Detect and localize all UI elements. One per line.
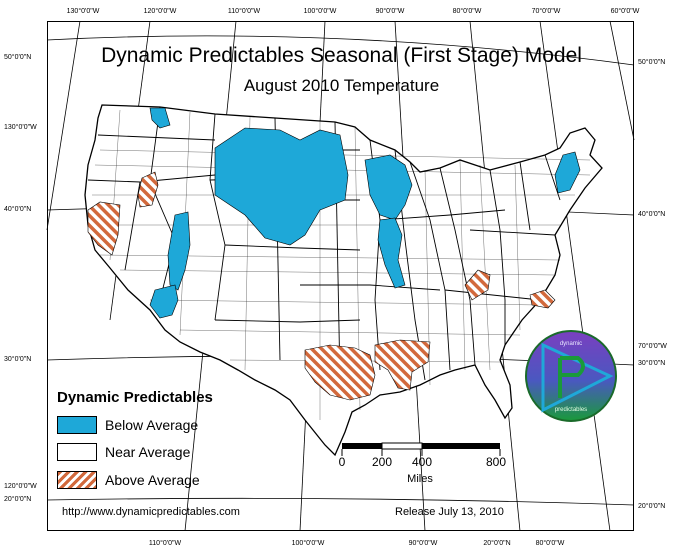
scale-label-400: 400 [411,455,433,469]
region-texas [304,344,376,401]
tick-left-0: 50°0'0"N [4,54,32,61]
logo-top-text: dynamic [560,341,582,347]
region-northern-plains [214,127,349,246]
tick-bottom-4: 80°0'0"W [535,540,565,547]
us-outline [84,104,603,457]
region-virginia [529,289,556,309]
tick-left-2: 40°0'0"N [4,206,32,213]
tick-top-3: 100°0'0"W [303,8,337,15]
dynamic-predictables-logo: dynamic predictables [525,330,617,422]
tick-top-5: 80°0'0"W [452,8,482,15]
tick-top-2: 110°0'0"W [227,8,261,15]
tick-top-6: 70°0'0"W [531,8,561,15]
scale-bar [341,442,501,456]
region-mississippi-strip [377,217,406,289]
legend-label-near: Near Average [105,444,191,460]
below-average-regions [149,107,581,319]
region-oregon-idaho [137,171,159,208]
region-washington-north [149,107,171,129]
tick-right-0: 50°0'0"N [638,59,666,66]
above-average-regions [87,171,556,401]
tick-bottom-0: 110°0'0"W [148,540,182,547]
tick-top-1: 120°0'0"W [143,8,177,15]
legend-swatch-near [57,443,97,461]
scale-units: Miles [407,473,433,485]
tick-bottom-2: 90°0'0"W [408,540,438,547]
tick-bottom-3: 20°0'0"N [483,540,511,547]
tick-left-4: 120°0'0"W [4,483,37,490]
map-subtitle: August 2010 Temperature [243,76,440,95]
map-frame [47,21,634,531]
tick-right-4: 20°0'0"N [638,503,666,510]
legend-label-below: Below Average [105,417,199,433]
tick-top-0: 130°0'0"W [66,8,100,15]
legend-title: Dynamic Predictables [57,389,213,406]
tick-left-5: 20°0'0"N [4,496,32,503]
scale-label-800: 800 [485,455,507,469]
tick-left-3: 30°0'0"N [4,356,32,363]
region-new-england [554,151,581,194]
tick-right-1: 40°0'0"N [638,211,666,218]
region-lower-mississippi [374,339,431,391]
region-california-nevada [87,201,121,256]
legend-swatch-below [57,416,97,434]
tick-top-7: 60°0'0"W [610,8,640,15]
region-southwest [149,284,179,319]
region-intermountain [167,211,191,291]
legend-swatch-above [57,471,97,489]
region-kentucky [464,269,491,301]
release-date: Release July 13, 2010 [395,506,504,518]
tick-right-3: 30°0'0"N [638,360,666,367]
tick-right-2: 70°0'0"W [638,343,667,350]
legend-label-above: Above Average [105,472,200,488]
scale-label-0: 0 [338,455,346,469]
tick-bottom-1: 100°0'0"W [291,540,325,547]
map-title: Dynamic Predictables Seasonal (First Sta… [101,44,582,67]
tick-left-1: 130°0'0"W [4,124,37,131]
scale-label-200: 200 [371,455,393,469]
tick-top-4: 90°0'0"W [375,8,405,15]
website-link: http://www.dynamicpredictables.com [62,506,240,518]
region-upper-midwest [364,154,413,221]
logo-bottom-text: predictables [555,407,587,413]
